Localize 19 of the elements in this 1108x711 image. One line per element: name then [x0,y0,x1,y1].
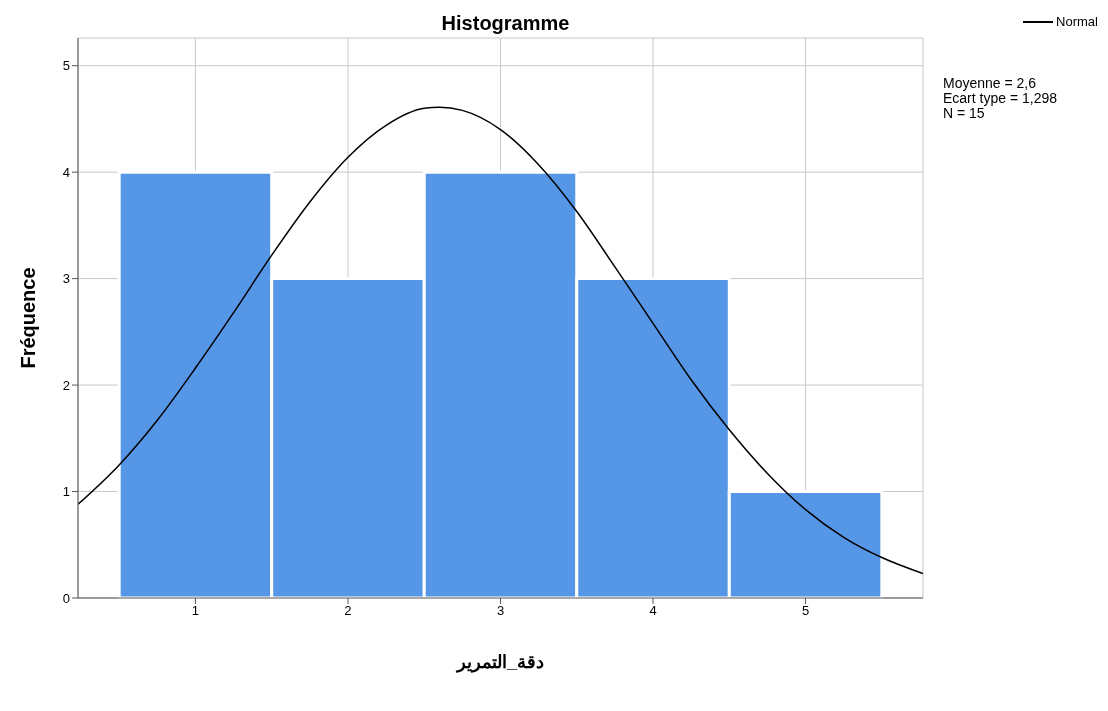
y-tick-label: 3 [62,271,70,287]
x-tick-label: 5 [801,603,810,619]
chart-title: Histogramme [440,12,571,35]
y-tick-label: 1 [62,484,70,500]
x-tick-label: 3 [496,603,505,619]
y-axis-title: Fréquence [17,267,40,369]
y-tick-label: 0 [62,590,70,606]
text: Moyenne = 2,6 [943,75,1037,91]
line-series [78,106,923,575]
x-tick-label: 2 [344,603,352,619]
x-axis-title: دقة_التمرير [454,652,545,673]
y-tick-label: 5 [62,58,70,74]
x-tick-label: 1 [191,603,200,619]
x-tick-label: 4 [649,603,657,619]
y-tick-label: 4 [62,164,70,180]
y-tick-label: 2 [62,377,70,393]
legend-label: Normal [1056,14,1098,29]
text: Ecart type = 1,298 [943,90,1058,106]
text: N = 15 [943,105,985,121]
